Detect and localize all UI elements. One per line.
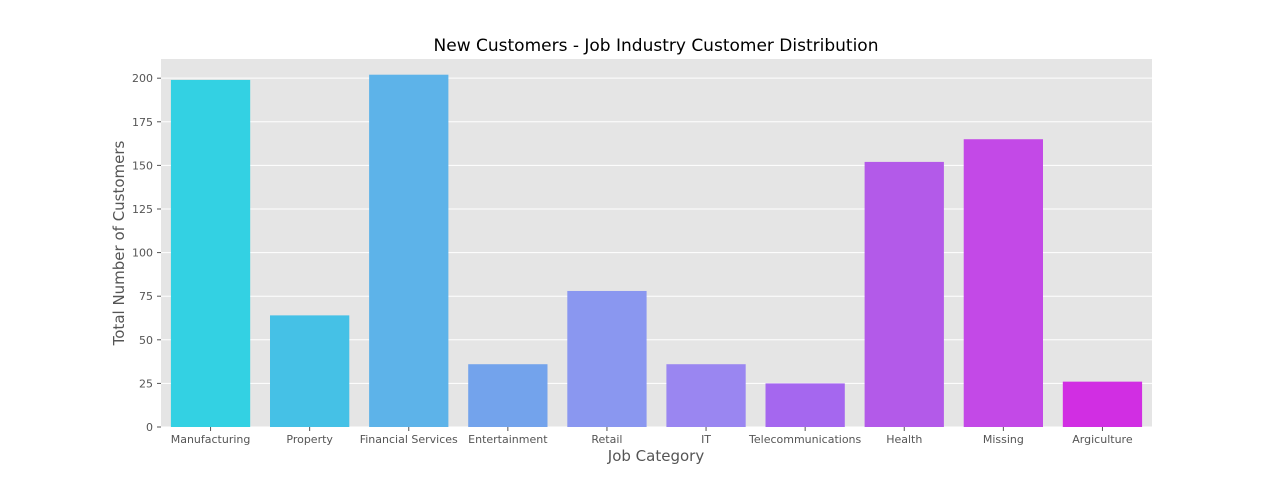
bar-health bbox=[864, 161, 944, 428]
bar-property bbox=[270, 315, 350, 427]
y-axis-ticks: 0 25 50 75 100 125 150 175 200 bbox=[132, 72, 161, 434]
x-tick-label: Missing bbox=[983, 433, 1024, 446]
bar-telecommunications bbox=[765, 383, 845, 427]
x-tick-label: Financial Services bbox=[360, 433, 458, 446]
x-axis-label: Job Category bbox=[607, 447, 705, 465]
y-tick-label: 25 bbox=[139, 377, 153, 390]
bar-argiculture bbox=[1062, 381, 1143, 427]
x-tick-label: IT bbox=[701, 433, 711, 446]
y-axis-label: Total Number of Customers bbox=[110, 140, 128, 346]
x-tick-label: Health bbox=[886, 433, 922, 446]
x-tick-label: Entertainment bbox=[468, 433, 548, 446]
bar-entertainment bbox=[468, 364, 548, 427]
bars bbox=[170, 74, 1143, 428]
x-tick-label: Telecommunications bbox=[748, 433, 862, 446]
x-axis-ticks: Manufacturing Property Financial Services E… bbox=[171, 427, 1133, 446]
bar-financial-services bbox=[369, 74, 449, 427]
x-tick-label: Manufacturing bbox=[171, 433, 251, 446]
y-tick-label: 200 bbox=[132, 72, 153, 85]
y-tick-label: 175 bbox=[132, 116, 153, 129]
bar-it bbox=[666, 364, 746, 427]
y-tick-label: 125 bbox=[132, 203, 153, 216]
y-tick-label: 75 bbox=[139, 290, 153, 303]
y-tick-label: 100 bbox=[132, 247, 153, 260]
y-tick-label: 0 bbox=[146, 421, 153, 434]
y-tick-label: 50 bbox=[139, 334, 153, 347]
bar-manufacturing bbox=[170, 79, 251, 428]
x-tick-label: Argiculture bbox=[1072, 433, 1133, 446]
bar-missing bbox=[963, 139, 1043, 428]
y-tick-label: 150 bbox=[132, 159, 153, 172]
bar-retail bbox=[567, 290, 647, 427]
x-tick-label: Property bbox=[286, 433, 333, 446]
x-tick-label: Retail bbox=[591, 433, 622, 446]
chart-title: New Customers - Job Industry Customer Di… bbox=[434, 36, 879, 56]
